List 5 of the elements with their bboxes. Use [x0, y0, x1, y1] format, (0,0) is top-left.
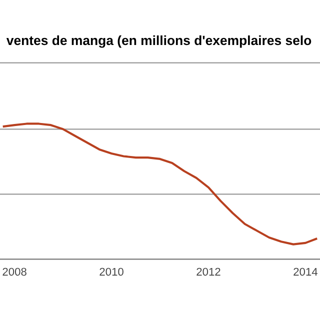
x-tick-label: 2012: [196, 268, 220, 276]
x-tick-label: 2008: [2, 268, 26, 276]
x-tick-label: 2010: [100, 268, 124, 276]
x-tick-label: 2014: [294, 268, 318, 276]
chart-title: ventes de manga (en millions d'exemplaires selo: [6, 35, 312, 48]
